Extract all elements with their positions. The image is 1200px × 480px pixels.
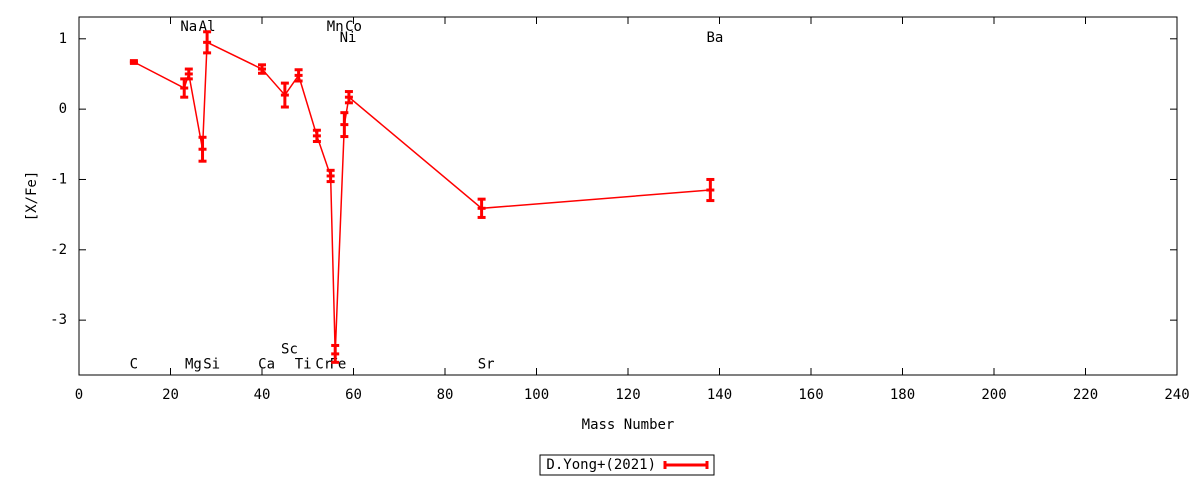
y-axis-label: [X/Fe]	[24, 171, 40, 222]
y-tick-label: 1	[59, 31, 67, 47]
x-tick-label: 120	[615, 387, 640, 403]
x-axis-label: Mass Number	[582, 417, 675, 433]
x-tick-label: 240	[1164, 387, 1189, 403]
y-tick-label: 0	[59, 101, 67, 117]
x-tick-label: 0	[75, 387, 83, 403]
y-tick-label: -3	[50, 312, 67, 328]
y-tick-label: -1	[50, 171, 67, 187]
x-tick-label: 80	[437, 387, 454, 403]
element-label: Al	[199, 19, 216, 35]
element-label: Co	[345, 19, 362, 35]
x-tick-label: 60	[345, 387, 362, 403]
element-label: C	[130, 356, 138, 372]
element-label: Fe	[330, 356, 347, 372]
element-label: Cr	[315, 356, 332, 372]
y-tick-label: -2	[50, 242, 67, 258]
element-label: Mn	[327, 19, 344, 35]
element-label: Na	[180, 19, 197, 35]
element-label: Ni	[340, 30, 357, 46]
x-tick-label: 160	[798, 387, 823, 403]
element-label: Si	[203, 356, 220, 372]
x-tick-label: 140	[707, 387, 732, 403]
x-tick-label: 40	[254, 387, 271, 403]
element-label: Sr	[478, 356, 495, 372]
element-label: Ca	[258, 356, 275, 372]
element-label: Ti	[295, 356, 312, 372]
element-label: Sc	[281, 342, 298, 358]
element-label: Ba	[706, 30, 723, 46]
x-tick-label: 100	[524, 387, 549, 403]
legend-label: D.Yong+(2021)	[546, 457, 656, 473]
legend-box	[539, 454, 715, 476]
x-tick-label: 20	[162, 387, 179, 403]
series-line	[133, 41, 711, 354]
x-tick-label: 180	[890, 387, 915, 403]
x-tick-label: 200	[981, 387, 1006, 403]
element-label: Mg	[185, 356, 202, 372]
x-tick-label: 220	[1073, 387, 1098, 403]
